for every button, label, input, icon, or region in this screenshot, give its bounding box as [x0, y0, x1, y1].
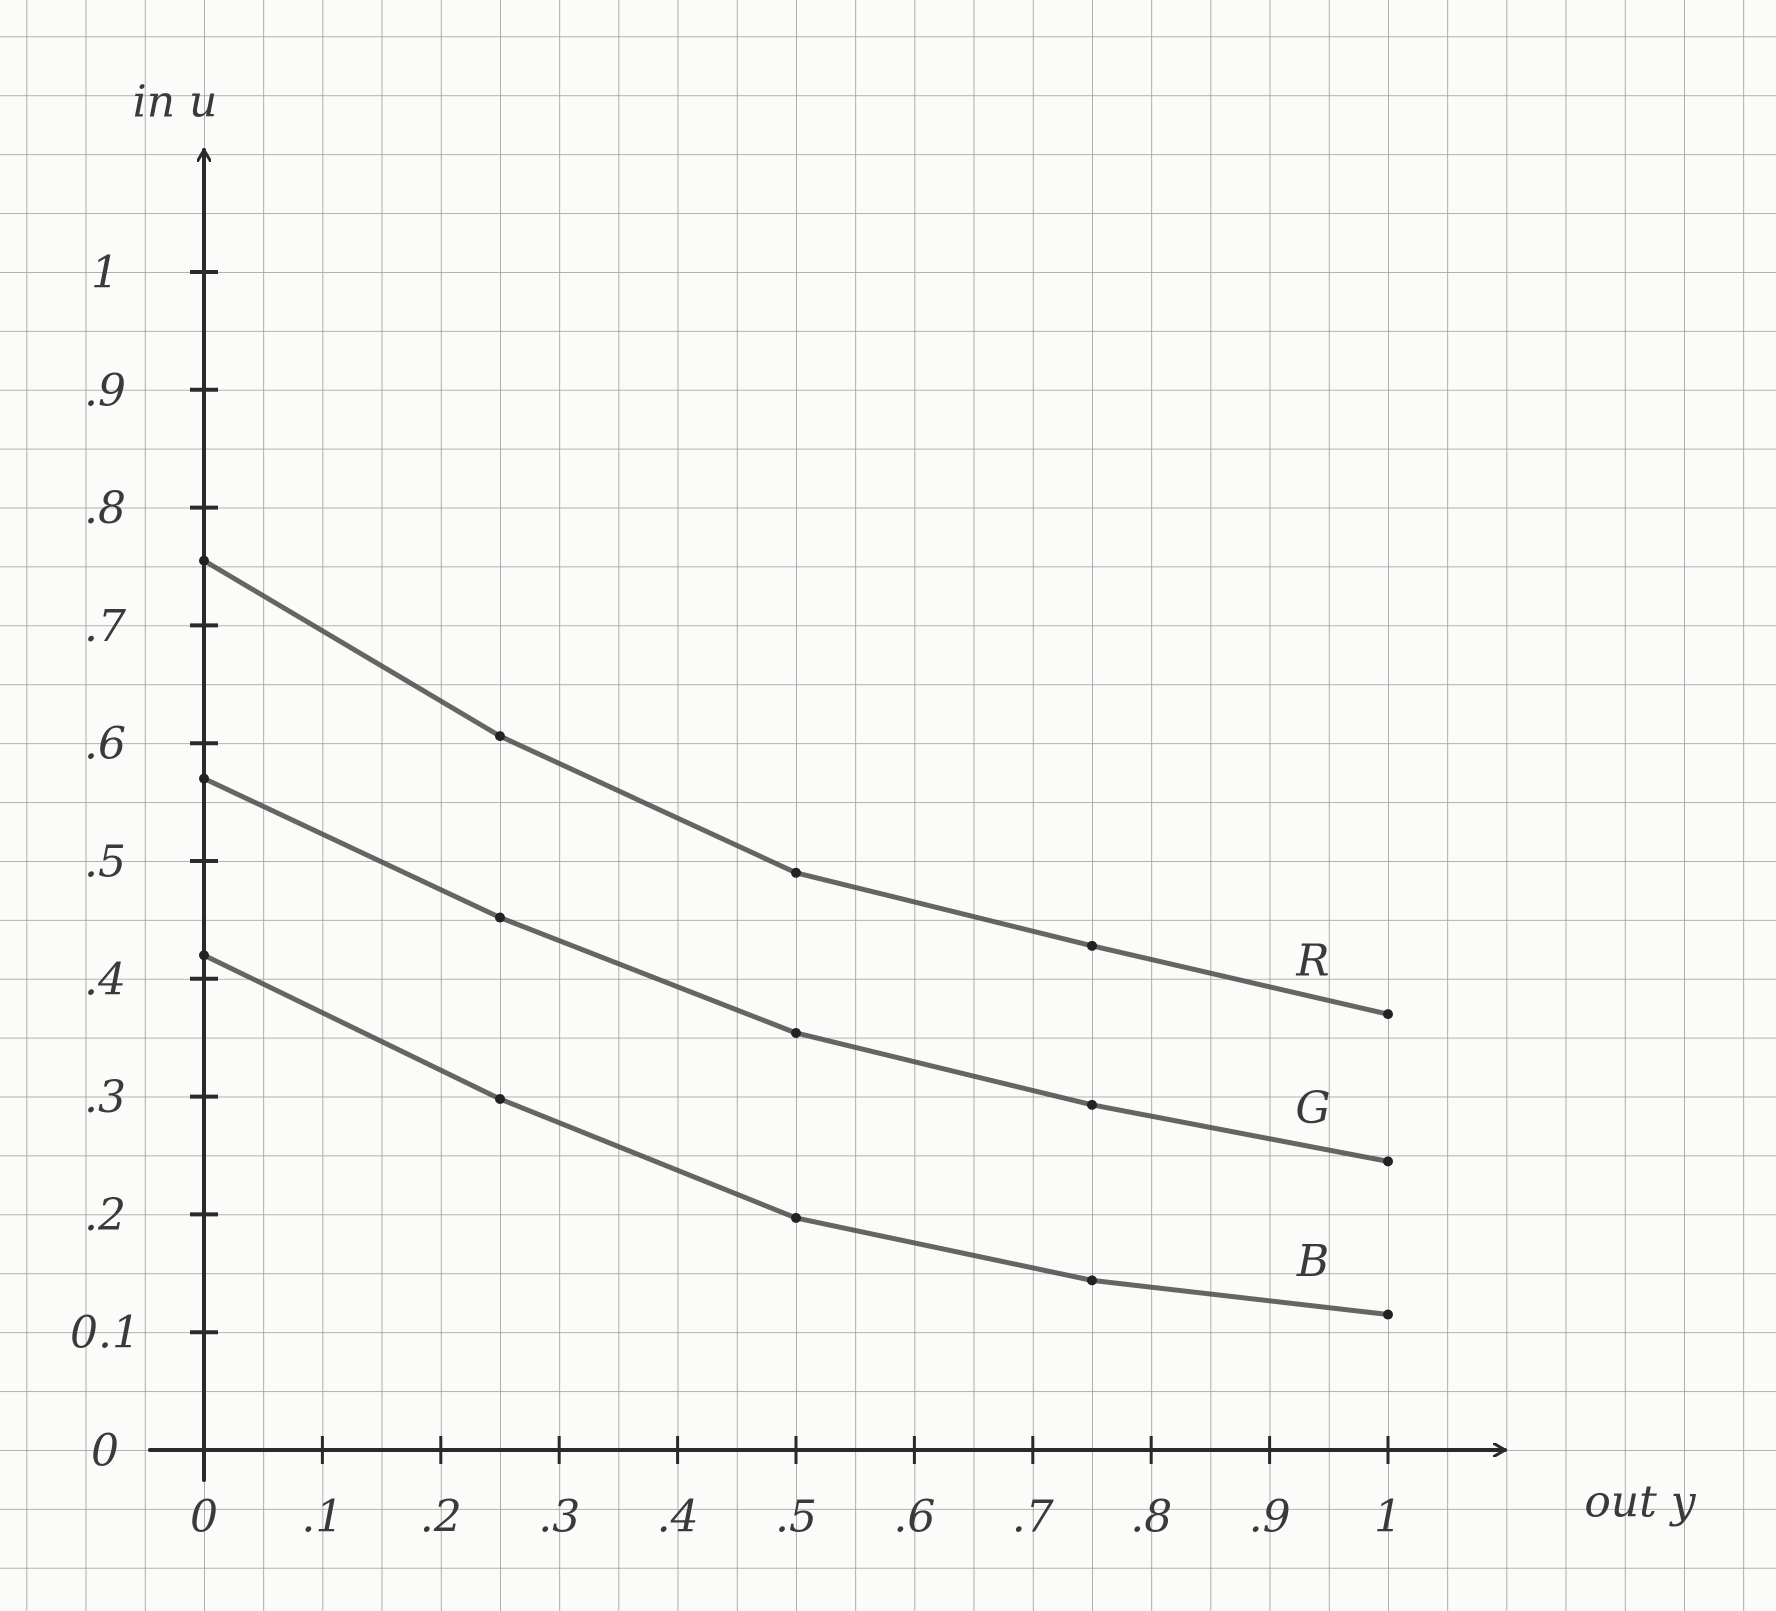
- x-tick-label: .4: [657, 1492, 699, 1543]
- x-tick-label: 0: [190, 1492, 218, 1543]
- y-tick-label: .8: [84, 483, 126, 534]
- y-tick-label: .6: [84, 719, 126, 770]
- data-point: [1383, 1309, 1393, 1320]
- data-point: [1383, 1009, 1393, 1020]
- x-tick-label: .5: [775, 1492, 817, 1543]
- y-tick-label: .7: [84, 601, 126, 652]
- x-tick-label: .7: [1012, 1492, 1054, 1543]
- x-tick-label: .6: [893, 1492, 935, 1543]
- data-point: [791, 1212, 801, 1223]
- x-tick-label: .1: [301, 1492, 343, 1543]
- x-tick-label: 1: [1374, 1492, 1402, 1543]
- series-label: R: [1295, 936, 1329, 987]
- data-point: [199, 555, 209, 566]
- data-point: [495, 1093, 505, 1104]
- y-tick-label: .4: [84, 954, 126, 1005]
- y-tick-label: 0: [91, 1426, 119, 1477]
- x-tick-label: .3: [538, 1492, 580, 1543]
- y-tick-label: .3: [84, 1072, 126, 1123]
- x-tick-label: .8: [1130, 1492, 1172, 1543]
- data-point: [791, 1027, 801, 1038]
- data-point: [199, 773, 209, 784]
- data-point: [495, 912, 505, 923]
- series-label: B: [1296, 1236, 1329, 1287]
- series-label: G: [1295, 1083, 1330, 1134]
- data-point: [1383, 1156, 1393, 1167]
- data-point: [199, 950, 209, 961]
- data-point: [791, 867, 801, 878]
- x-axis-label: out y: [1584, 1477, 1696, 1528]
- x-tick-label: .9: [1249, 1492, 1291, 1543]
- y-tick-label: 0.1: [70, 1308, 140, 1359]
- data-point: [1087, 1275, 1097, 1286]
- y-axis-label: in u: [133, 77, 218, 128]
- data-point: [495, 731, 505, 742]
- y-tick-label: 1: [91, 248, 119, 299]
- y-tick-label: .5: [84, 837, 126, 888]
- y-tick-label: .9: [84, 365, 126, 416]
- x-tick-label: .2: [420, 1492, 462, 1543]
- data-point: [1087, 1099, 1097, 1110]
- data-point: [1087, 940, 1097, 951]
- y-tick-label: .2: [84, 1190, 126, 1241]
